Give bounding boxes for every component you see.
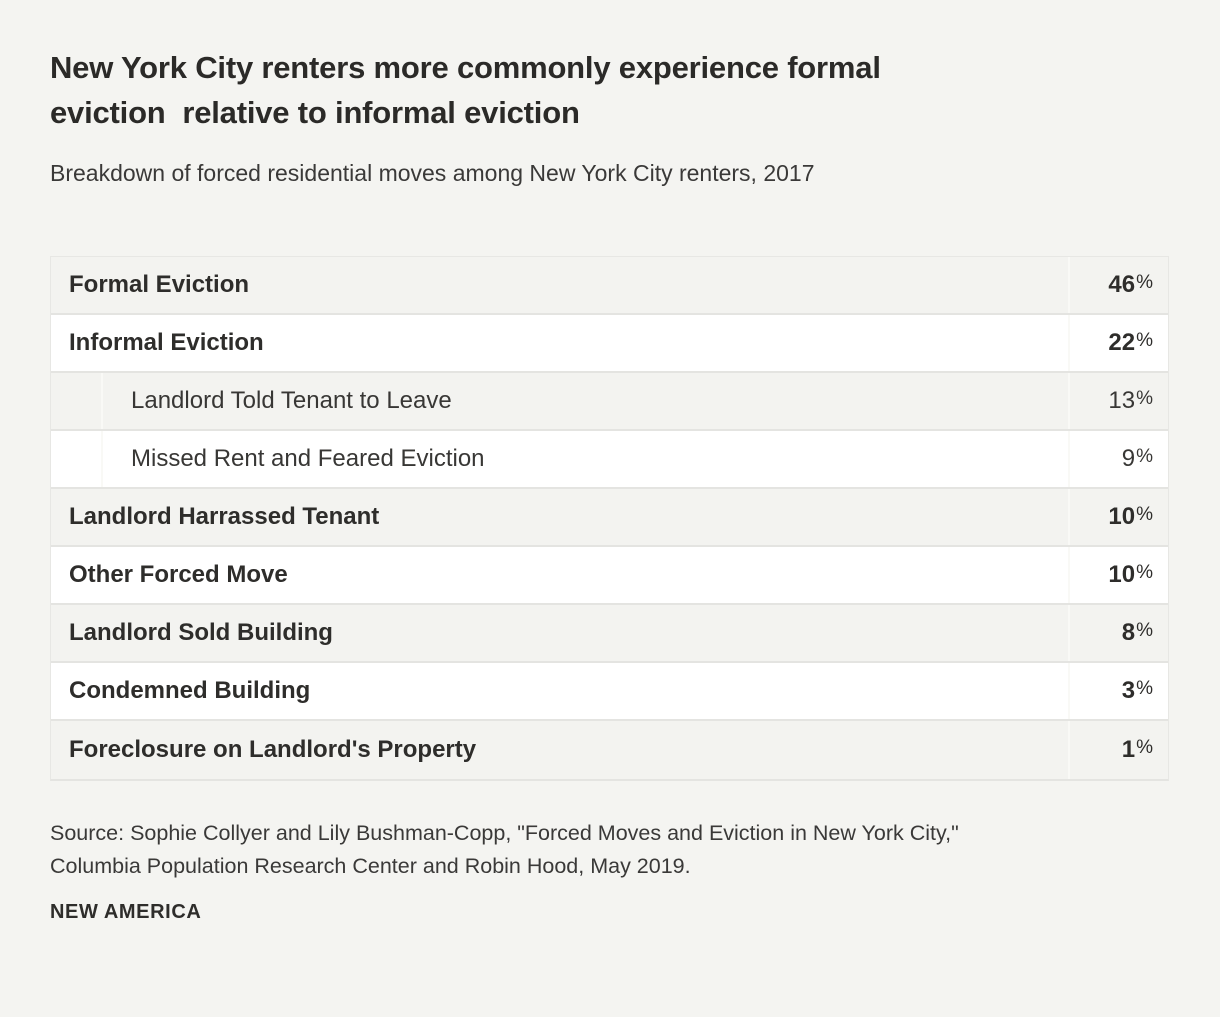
table-row: Landlord Harrassed Tenant 10% [51,489,1168,547]
row-label: Formal Eviction [69,271,250,298]
row-value-number: 22 [1108,329,1136,356]
row-value-number: 1 [1121,736,1136,763]
row-value-number: 3 [1121,677,1136,704]
row-value-number: 10 [1108,503,1136,530]
table-row: Other Forced Move 10% [51,547,1168,605]
percent-sign: % [1136,562,1153,583]
row-value: 10% [1068,489,1168,545]
row-value-number: 46 [1108,271,1136,298]
source-note: Source: Sophie Collyer and Lily Bushman-… [50,821,959,878]
percent-sign: % [1136,620,1153,641]
row-value-number: 8 [1121,619,1136,646]
row-label: Foreclosure on Landlord's Property [69,736,477,763]
row-value: 22% [1068,315,1168,371]
table-row: Foreclosure on Landlord's Property 1% [51,721,1168,779]
row-label: Landlord Sold Building [69,619,333,646]
percent-sign: % [1136,737,1153,758]
eviction-breakdown-table: Formal Eviction 46% Informal Eviction 22… [50,256,1169,781]
table-row: Landlord Told Tenant to Leave 13% [51,373,1168,431]
row-value-number: 9 [1121,445,1136,472]
percent-sign: % [1136,272,1153,293]
percent-sign: % [1136,330,1153,351]
row-value-number: 13 [1108,387,1136,414]
row-value: 3% [1068,663,1168,719]
row-value: 1% [1068,721,1168,779]
row-value: 8% [1068,605,1168,661]
percent-sign: % [1136,678,1153,699]
row-value: 46% [1068,257,1168,313]
row-label: Landlord Told Tenant to Leave [131,387,452,414]
row-label: Missed Rent and Feared Eviction [131,445,485,472]
row-indent [51,431,103,487]
row-label: Informal Eviction [69,329,264,356]
brand-logo: NEW AMERICA [50,901,202,923]
row-label: Other Forced Move [69,561,288,588]
page-title: New York City renters more commonly expe… [50,50,881,130]
percent-sign: % [1136,504,1153,525]
row-value: 10% [1068,547,1168,603]
page-subtitle: Breakdown of forced residential moves am… [50,160,815,186]
percent-sign: % [1136,388,1153,409]
table-row: Landlord Sold Building 8% [51,605,1168,663]
row-value: 13% [1068,373,1168,429]
row-label: Condemned Building [69,677,311,704]
table-row: Formal Eviction 46% [51,257,1168,315]
percent-sign: % [1136,446,1153,467]
row-label: Landlord Harrassed Tenant [69,503,380,530]
row-value-number: 10 [1108,561,1136,588]
row-value: 9% [1068,431,1168,487]
table-row: Missed Rent and Feared Eviction 9% [51,431,1168,489]
table-row: Condemned Building 3% [51,663,1168,721]
table-row: Informal Eviction 22% [51,315,1168,373]
row-indent [51,373,103,429]
